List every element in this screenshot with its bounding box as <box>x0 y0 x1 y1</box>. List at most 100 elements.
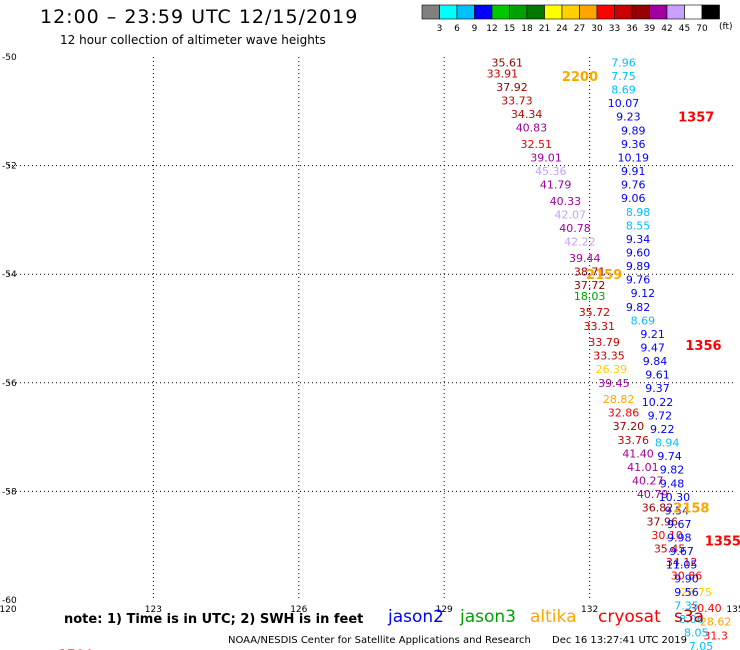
wave-height-value: 9.67 <box>667 518 692 531</box>
wave-height-value: 9.82 <box>626 301 651 314</box>
wave-height-value: 8.55 <box>626 219 651 232</box>
x-tick-label: 132 <box>581 605 598 615</box>
wave-height-value: 28.82 <box>603 393 635 406</box>
wave-height-value: 30.40 <box>690 602 722 615</box>
wave-height-value: 9.61 <box>645 369 670 382</box>
wave-height-value: 42.22 <box>564 236 596 249</box>
color-scale-swatch <box>631 4 650 20</box>
color-scale-swatch <box>684 4 703 20</box>
wave-height-value: 37.92 <box>496 81 528 94</box>
color-scale-swatch <box>509 4 528 20</box>
wave-height-value: 9.34 <box>626 233 651 246</box>
color-scale-swatch <box>474 4 493 20</box>
color-scale-label: 12 <box>486 24 497 34</box>
wave-height-value: 9.23 <box>616 111 641 124</box>
pass-time-label: 2158 <box>673 502 709 517</box>
wave-height-value: 9.90 <box>674 572 699 585</box>
wave-height-value: 37.96 <box>647 515 679 528</box>
wave-height-value: 9.89 <box>626 260 651 273</box>
wave-height-value: 9.76 <box>626 274 651 287</box>
satellite-legend-jason2: jason2 <box>388 607 444 627</box>
wave-height-value: 9.60 <box>626 246 651 259</box>
satellite-legend-jason3: jason3 <box>460 607 516 627</box>
wave-height-value: 7.05 <box>689 640 714 650</box>
color-scale-swatch <box>579 4 598 20</box>
wave-height-value: 42.07 <box>554 208 586 221</box>
color-scale-swatch <box>491 4 510 20</box>
wave-height-value: 30.10 <box>651 529 683 542</box>
wave-height-value: 9.36 <box>621 138 646 151</box>
wave-height-value: 37.72 <box>574 279 606 292</box>
wave-height-value: 37.20 <box>613 420 645 433</box>
wave-height-value: 8.69 <box>631 314 656 327</box>
wave-height-value: 41.79 <box>540 179 572 192</box>
wave-height-value: 45.36 <box>535 165 567 178</box>
wave-height-value: 8.94 <box>655 437 680 450</box>
color-scale-bar: 3 6 9 12 15 18 21 24 27 30 33 36 39 42 45 70 <box>421 4 720 34</box>
x-tick-label: 129 <box>436 605 453 615</box>
pass-labels: 2200 1357 2159 1356 2158 1355 1500 <box>58 70 740 650</box>
x-tick-label: 120 <box>0 605 17 615</box>
color-scale-swatch <box>561 4 580 20</box>
wave-height-value: 9.21 <box>640 328 665 341</box>
wave-height-value: 39.45 <box>598 377 630 390</box>
color-scale-swatch <box>439 4 458 20</box>
wave-height-value: 18.03 <box>574 290 606 303</box>
y-tick-label: -50 <box>2 53 17 63</box>
chart-grid <box>8 57 735 600</box>
color-scale-swatch <box>544 4 563 20</box>
wave-height-value: 34.12 <box>666 556 698 569</box>
generation-timestamp: Dec 16 13:27:41 UTC 2019 <box>552 635 687 646</box>
color-scale-label: 36 <box>626 24 638 34</box>
pass-time-label: 2159 <box>586 268 622 283</box>
color-scale-label: 39 <box>644 24 656 34</box>
wave-height-value: 39.01 <box>530 151 562 164</box>
wave-height-value: 33.35 <box>593 350 625 363</box>
wave-height-value: 9.84 <box>643 355 668 368</box>
color-scale-units: (ft) <box>719 22 733 32</box>
color-scale-label: 45 <box>679 24 690 34</box>
y-tick-label: -54 <box>2 270 17 280</box>
wave-height-value: 9.76 <box>621 179 646 192</box>
pass-time-label: 1357 <box>678 111 714 126</box>
wave-height-value: 39.44 <box>569 252 601 265</box>
color-scale-label: 42 <box>661 24 672 34</box>
pass-time-label: 2200 <box>562 70 598 85</box>
wave-height-value: 10.19 <box>617 151 649 164</box>
y-tick-label: -52 <box>2 162 17 172</box>
pass-time-label: 1500 <box>58 648 94 650</box>
color-scale-label: 30 <box>591 24 603 34</box>
wave-height-value: 10.22 <box>642 396 674 409</box>
satellite-legend-altika: altika <box>530 607 577 627</box>
wave-height-value: 36.82 <box>642 502 674 515</box>
satellite-legend-cryosat: cryosat <box>598 607 661 627</box>
color-scale-label: 15 <box>504 24 515 34</box>
x-tick-label: 135 <box>726 605 740 615</box>
wave-height-value: 9.56 <box>674 586 699 599</box>
color-scale-label: 18 <box>521 24 533 34</box>
wave-height-value: 8.98 <box>626 206 651 219</box>
wave-height-value: 9.22 <box>650 423 675 436</box>
wave-height-value: 11.05 <box>666 559 698 572</box>
wave-height-value: 9.91 <box>621 165 646 178</box>
wave-height-value: 41.01 <box>627 461 659 474</box>
wave-height-value: 10.07 <box>608 97 640 110</box>
wave-height-value: 40.33 <box>550 195 582 208</box>
color-scale-label: 6 <box>454 24 460 34</box>
wave-height-value: 7.75 <box>611 70 636 83</box>
wave-height-value: 8.80 <box>10 648 35 650</box>
wave-height-value: 8.69 <box>611 84 636 97</box>
wave-height-value: 28.62 <box>700 616 732 629</box>
y-tick-label: -58 <box>2 487 17 497</box>
wave-height-value: 8.05 <box>684 627 709 640</box>
color-scale-swatch <box>614 4 633 20</box>
color-scale-label: 24 <box>556 24 568 34</box>
wave-height-value: 10.30 <box>659 491 691 504</box>
pass-time-label: 1355 <box>705 534 740 549</box>
wave-height-value: 35.45 <box>654 542 686 555</box>
x-tick-label: 126 <box>290 605 307 615</box>
wave-height-value: 9.82 <box>660 464 685 477</box>
wave-height-value: 9.72 <box>648 409 673 422</box>
color-scale-swatch <box>701 4 720 20</box>
